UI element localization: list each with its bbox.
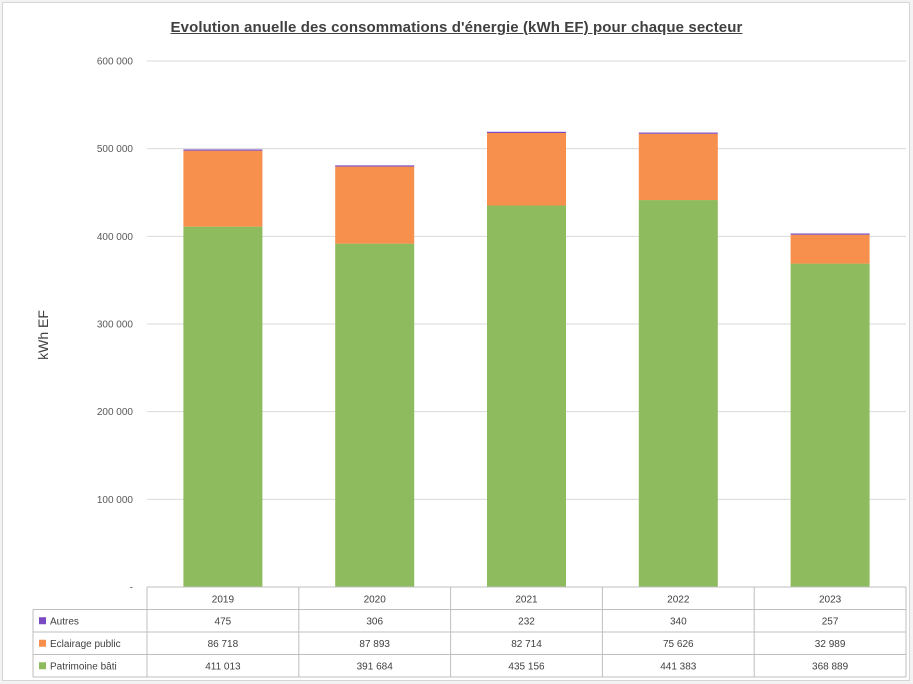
data-label: 306	[366, 616, 383, 627]
bar-segment	[638, 132, 718, 134]
y-tick-label: 400 000	[97, 232, 134, 243]
bar-segment	[335, 243, 415, 587]
y-tick-label: -	[130, 583, 133, 594]
x-tick-label: 2021	[515, 594, 538, 605]
y-tick-label: 600 000	[97, 57, 134, 68]
bar-segment	[790, 263, 870, 587]
data-label: 75 626	[663, 639, 694, 650]
bar-segment	[790, 233, 870, 235]
data-label: 82 714	[511, 639, 542, 650]
bar-segment	[183, 226, 263, 588]
bar-segment	[183, 149, 263, 151]
legend-label: Eclairage public	[50, 639, 121, 650]
bar-segment	[487, 205, 566, 587]
y-tick-label: 500 000	[97, 144, 134, 155]
data-label: 411 013	[205, 661, 241, 672]
x-tick-label: 2019	[212, 594, 235, 605]
bar-segment	[335, 166, 415, 244]
data-label: 32 989	[815, 639, 846, 650]
data-label: 340	[670, 616, 687, 627]
legend-swatch	[39, 662, 46, 670]
data-label: 391 684	[357, 661, 394, 672]
legend-swatch	[39, 617, 46, 625]
legend-label: Autres	[50, 616, 79, 627]
data-label: 86 718	[208, 639, 239, 650]
data-label: 368 889	[812, 661, 849, 672]
y-tick-label: 300 000	[97, 320, 134, 331]
bar-segment	[638, 133, 718, 201]
data-label: 232	[518, 616, 535, 627]
chart-title: Evolution anuelle des consommations d'én…	[170, 19, 743, 36]
x-tick-label: 2020	[364, 594, 387, 605]
legend-label: Patrimoine bâti	[50, 661, 117, 672]
y-tick-label: 200 000	[97, 407, 134, 418]
data-label: 441 383	[660, 661, 697, 672]
bar-segment	[638, 200, 718, 587]
bar-segment	[487, 131, 566, 134]
data-label: 87 893	[359, 639, 390, 650]
bar-segment	[790, 234, 870, 264]
x-tick-label: 2022	[667, 594, 690, 605]
data-label: 475	[215, 616, 232, 627]
data-label: 257	[822, 616, 839, 627]
bar-segment	[183, 150, 263, 227]
bar-segment	[487, 133, 566, 206]
y-tick-label: 100 000	[97, 495, 134, 506]
data-label: 435 156	[508, 661, 545, 672]
legend-swatch	[39, 639, 46, 647]
x-tick-label: 2023	[819, 594, 842, 605]
bar-segment	[335, 165, 415, 167]
